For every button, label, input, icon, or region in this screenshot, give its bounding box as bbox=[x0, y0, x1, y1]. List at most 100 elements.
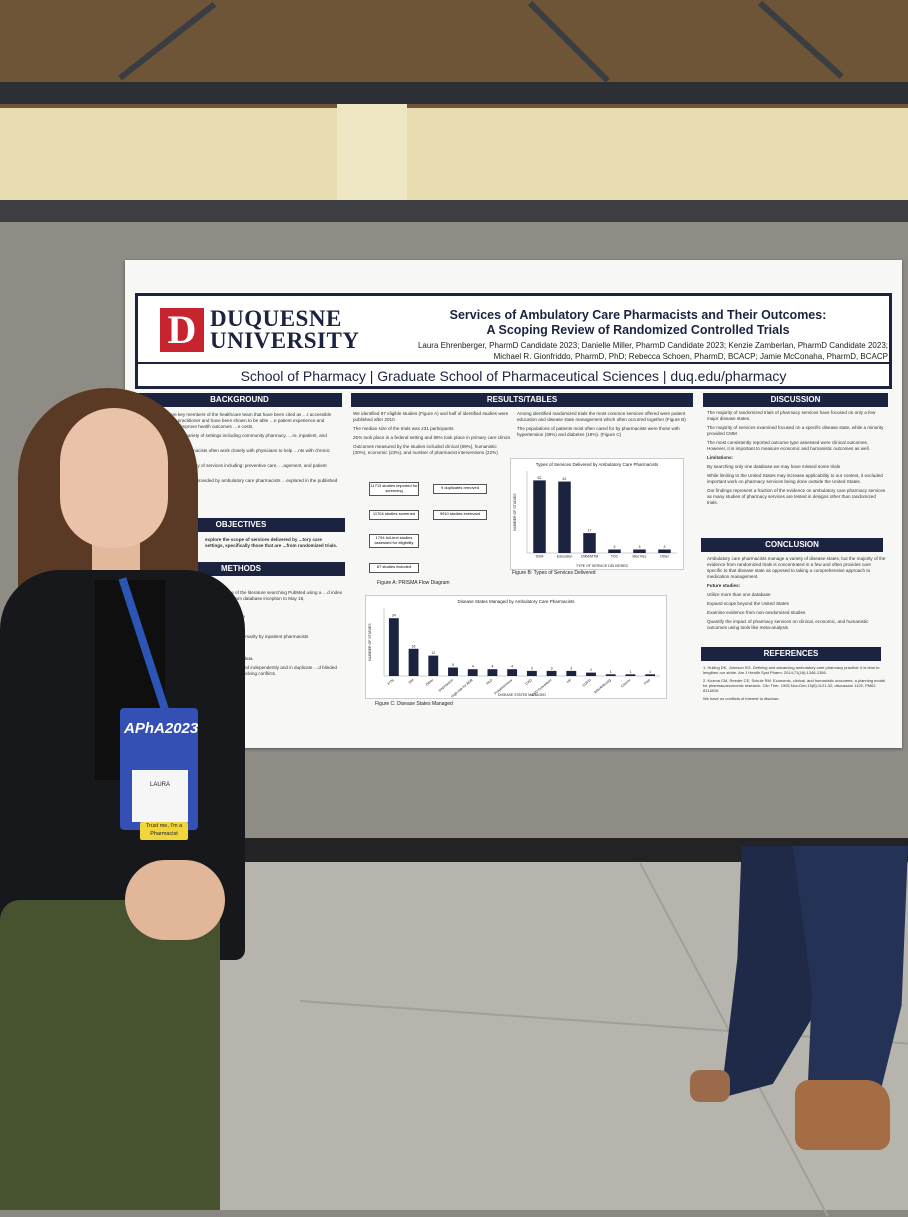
limitation-bullet: While limiting to the United States may … bbox=[707, 473, 883, 484]
figure-c-chart: Disease States Managed by Ambulatory Car… bbox=[365, 595, 667, 699]
disease-states-bar-chart: Disease States Managed by Ambulatory Car… bbox=[368, 599, 660, 699]
category-label: Med Rec bbox=[632, 555, 646, 559]
category-label: High-risk for ADR bbox=[450, 678, 474, 698]
category-label: HLD bbox=[485, 678, 493, 686]
flow-box-imported: 11713 studies imported for screening bbox=[369, 482, 419, 496]
logo-line-1: DUQUESNE bbox=[210, 306, 342, 331]
chart-bar bbox=[658, 549, 671, 553]
chart-bar bbox=[448, 667, 458, 676]
bar-value-label: 1 bbox=[629, 670, 631, 674]
chart-bar bbox=[487, 669, 498, 676]
visitor-shoe bbox=[795, 1080, 890, 1150]
title-line-2: A Scoping Review of Randomized Controlle… bbox=[486, 323, 790, 337]
future-bullet: Expand scope beyond the United States bbox=[707, 601, 789, 606]
title-line-1: Services of Ambulatory Care Pharmacists … bbox=[449, 308, 827, 322]
category-label: Depression bbox=[438, 678, 454, 692]
future-heading: Future studies: bbox=[707, 583, 741, 588]
limitations-heading: Limitations: bbox=[707, 455, 734, 460]
chart-bar bbox=[428, 655, 439, 676]
visitor-shoe bbox=[690, 1070, 730, 1102]
figure-b-chart: Types of Services Delivered by Ambulator… bbox=[510, 458, 684, 570]
bar-value-label: 62 bbox=[538, 476, 542, 480]
flow-box-included: 87 studies included bbox=[369, 563, 419, 573]
references-text: 1. Huiling DK, Johnson SG. Defining and … bbox=[703, 665, 887, 704]
x-axis-label: TYPE OF SERVICE DELIVERED bbox=[576, 564, 629, 568]
y-axis-label: NUMBER OF STUDIES bbox=[368, 623, 372, 661]
services-bar-chart: Types of Services Delivered by Ambulator… bbox=[513, 462, 677, 568]
research-poster: D DUQUESNE UNIVERSITY Services of Ambula… bbox=[125, 260, 902, 748]
result-bullet: The median size of the trials was 231 pa… bbox=[353, 426, 454, 431]
wall-pillar bbox=[337, 92, 407, 210]
reference-item: 2. Kozma CM, Reeder CE, Schulz RM. Econo… bbox=[703, 678, 886, 693]
y-axis-label: NUMBER OF STUDIES bbox=[513, 493, 517, 531]
chart-bar bbox=[566, 670, 577, 676]
chart-title: Types of Services Delivered by Ambulator… bbox=[536, 462, 659, 467]
flow-box-eligibility: 1794 full-text studies assessed for elig… bbox=[369, 534, 419, 548]
badge-ribbon: Trust me, I'm a Pharmacist bbox=[140, 822, 188, 840]
flow-box-duplicates: 9 duplicates removed bbox=[433, 484, 487, 494]
section-results: RESULTS/TABLES bbox=[351, 393, 693, 407]
section-conclusion: CONCLUSION bbox=[701, 538, 883, 552]
category-label: Other bbox=[425, 678, 435, 687]
bar-value-label: 3 bbox=[531, 666, 533, 670]
chart-bar bbox=[558, 481, 571, 553]
bar-value-label: 2 bbox=[590, 668, 592, 672]
chart-bar bbox=[408, 648, 419, 676]
bar-value-label: 4 bbox=[511, 665, 513, 669]
chart-bar bbox=[645, 674, 656, 676]
category-label: Cancer bbox=[620, 678, 632, 689]
authors-line-1: Laura Ehrenberger, PharmD Candidate 2023… bbox=[417, 341, 888, 350]
discussion-bullet: The majority of services examined focuse… bbox=[707, 425, 884, 436]
bar-value-label: 3 bbox=[551, 666, 553, 670]
bar-value-label: 34 bbox=[392, 614, 396, 618]
reference-item: 1. Huiling DK, Johnson SG. Defining and … bbox=[703, 665, 880, 675]
result-bullet: The populations of patients most often c… bbox=[517, 426, 680, 437]
figure-b-caption: Figure B: Types of Services Delivered bbox=[512, 570, 596, 576]
conflict-statement: We have no conflicts of interest to disc… bbox=[703, 696, 780, 701]
logo-line-2: UNIVERSITY bbox=[210, 328, 360, 353]
bar-value-label: 17 bbox=[588, 529, 592, 533]
bar-value-label: 3 bbox=[664, 545, 666, 549]
section-discussion: DISCUSSION bbox=[703, 393, 888, 407]
category-label: DSM bbox=[536, 555, 544, 559]
duquesne-logo-icon: D bbox=[160, 308, 204, 352]
category-label: HTN bbox=[387, 678, 395, 686]
authors-line-2: Michael R. Gionfriddo, PharmD, PhD; Rebe… bbox=[493, 352, 888, 361]
chart-bar bbox=[467, 669, 478, 676]
figure-a-caption: Figure A: PRISMA Flow Diagram bbox=[377, 580, 450, 586]
chart-bar bbox=[583, 533, 596, 553]
category-label: COPD bbox=[582, 678, 593, 688]
poster-authors: Laura Ehrenberger, PharmD Candidate 2023… bbox=[388, 340, 888, 362]
poster-header: D DUQUESNE UNIVERSITY Services of Ambula… bbox=[135, 293, 892, 389]
bar-value-label: 5 bbox=[452, 663, 454, 667]
bar-value-label: 12 bbox=[431, 651, 435, 655]
bar-value-label: 16 bbox=[412, 644, 416, 648]
category-label: DM bbox=[408, 678, 415, 685]
category-label: CMM/MTM bbox=[581, 555, 598, 559]
result-bullet: 25% took place in a federal setting and … bbox=[353, 435, 511, 440]
bar-value-label: 61 bbox=[563, 477, 567, 481]
chart-bar bbox=[507, 669, 518, 676]
poster-title: Services of Ambulatory Care Pharmacists … bbox=[388, 308, 888, 338]
bar-value-label: 4 bbox=[491, 665, 493, 669]
flow-box-screened: 11704 studies screened bbox=[369, 510, 419, 520]
section-references: REFERENCES bbox=[701, 647, 881, 661]
objectives-text: explore the scope of services delivered … bbox=[205, 537, 338, 548]
chart-bar bbox=[388, 618, 399, 676]
discussion-bullet: The most consistently reported outcome t… bbox=[707, 440, 870, 451]
future-bullet: Quantify the impact of pharmacy services… bbox=[707, 619, 869, 630]
bar-value-label: 1 bbox=[610, 670, 612, 674]
chart-bar bbox=[625, 674, 636, 676]
chart-bar bbox=[533, 480, 546, 553]
chart-bar bbox=[526, 670, 537, 676]
limitation-bullet: Our findings represent a fraction of the… bbox=[707, 488, 886, 505]
discussion-bullet: The majority of randomized trials of pha… bbox=[707, 410, 876, 421]
discussion-text: The majority of randomized trials of pha… bbox=[707, 410, 887, 509]
bar-value-label: 3 bbox=[614, 545, 616, 549]
result-bullet: Among identified randomized trials the m… bbox=[517, 411, 686, 422]
chart-bar bbox=[546, 670, 557, 676]
x-axis-label: DISEASE STATES MANAGED bbox=[498, 693, 546, 697]
bar-value-label: 1 bbox=[649, 670, 651, 674]
results-text-right: Among identified randomized trials the m… bbox=[517, 411, 692, 441]
chart-bar bbox=[633, 549, 646, 553]
